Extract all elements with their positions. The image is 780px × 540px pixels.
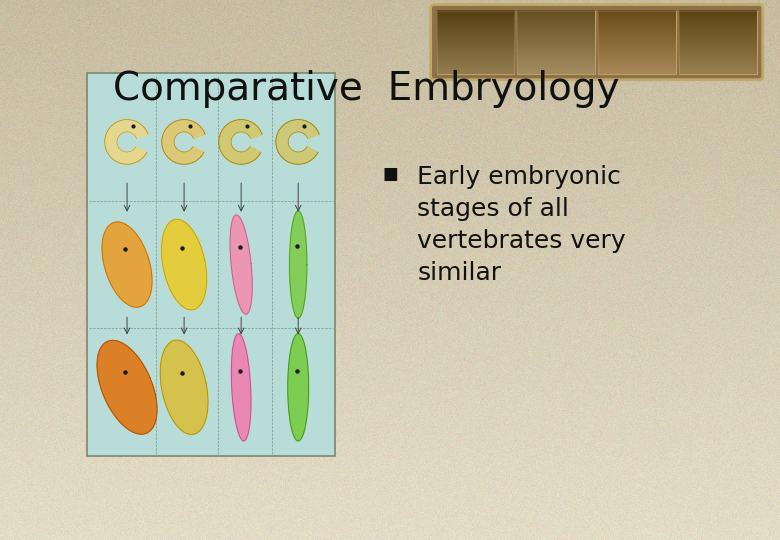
Polygon shape (289, 211, 307, 318)
Polygon shape (288, 334, 309, 441)
Text: ■: ■ (382, 165, 398, 183)
Polygon shape (160, 340, 208, 435)
Bar (87, 73, 335, 456)
Polygon shape (232, 334, 251, 441)
Polygon shape (219, 119, 262, 164)
Polygon shape (97, 340, 157, 434)
Polygon shape (161, 119, 205, 164)
FancyBboxPatch shape (431, 4, 763, 80)
Polygon shape (105, 119, 148, 164)
Bar (517, 11, 595, 73)
Text: Early embryonic: Early embryonic (417, 165, 621, 188)
Text: stages of all: stages of all (417, 197, 569, 221)
Bar (437, 11, 515, 73)
Bar (598, 11, 676, 73)
Polygon shape (161, 219, 207, 310)
Polygon shape (276, 119, 319, 164)
Text: vertebrates very: vertebrates very (417, 229, 626, 253)
Text: similar: similar (417, 261, 502, 285)
Bar (679, 11, 757, 73)
Polygon shape (230, 215, 252, 314)
Polygon shape (102, 222, 152, 307)
Text: Comparative  Embryology: Comparative Embryology (113, 70, 620, 108)
